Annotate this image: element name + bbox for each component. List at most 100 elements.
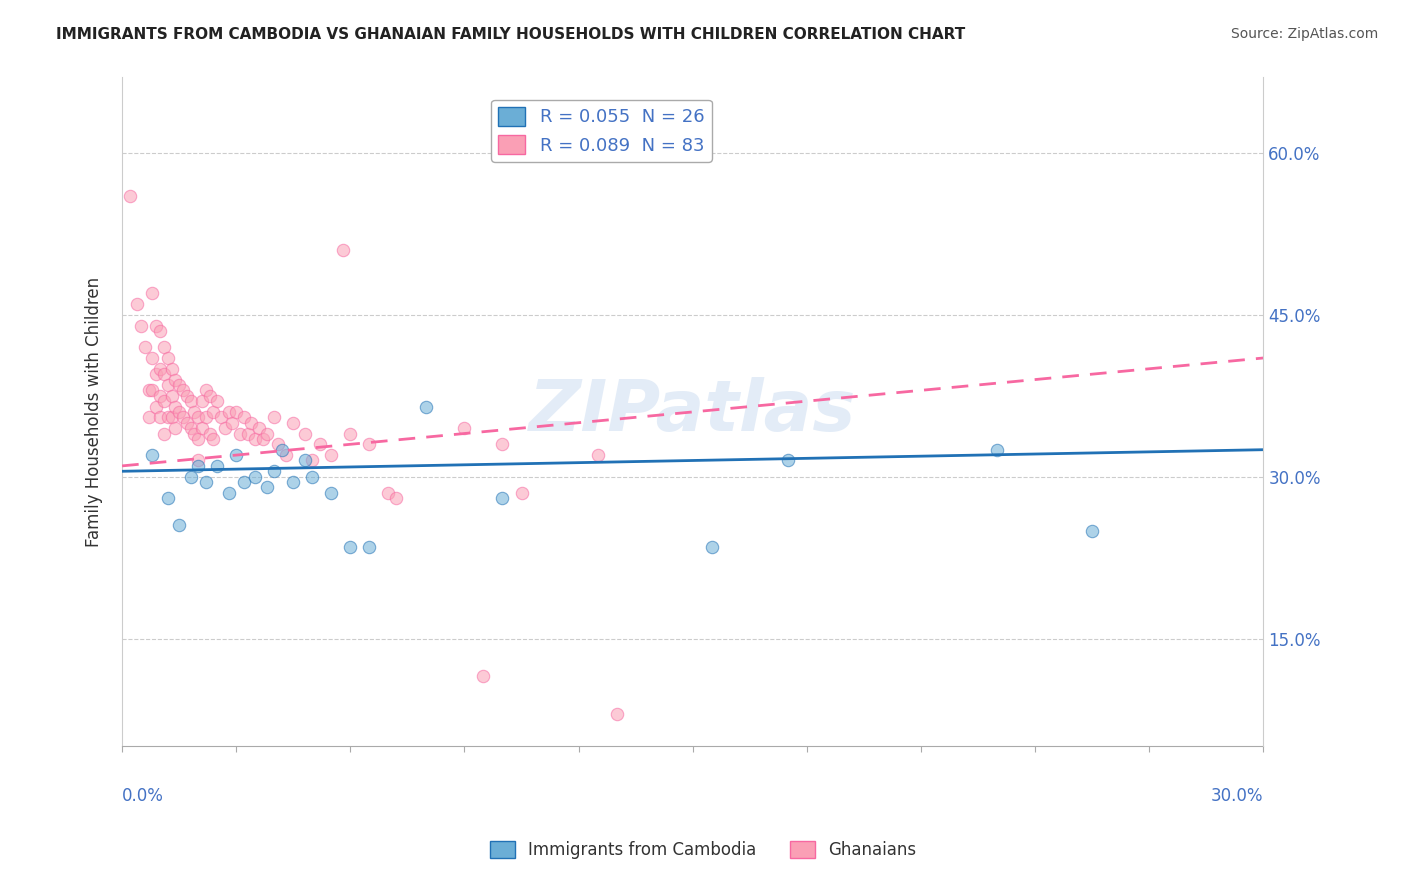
- Point: [453, 421, 475, 435]
- Point: [309, 437, 332, 451]
- Point: [167, 378, 190, 392]
- Point: [385, 491, 408, 506]
- Point: [247, 421, 270, 435]
- Point: [339, 426, 361, 441]
- Text: 0.0%: 0.0%: [122, 787, 165, 805]
- Point: [229, 426, 252, 441]
- Point: [194, 384, 217, 398]
- Point: [294, 453, 316, 467]
- Point: [236, 426, 259, 441]
- Point: [225, 448, 247, 462]
- Point: [134, 340, 156, 354]
- Point: [202, 405, 225, 419]
- Point: [187, 458, 209, 473]
- Point: [156, 491, 179, 506]
- Point: [187, 453, 209, 467]
- Point: [149, 324, 172, 338]
- Point: [165, 421, 187, 435]
- Point: [167, 405, 190, 419]
- Point: [141, 351, 163, 365]
- Point: [225, 405, 247, 419]
- Point: [160, 361, 183, 376]
- Text: IMMIGRANTS FROM CAMBODIA VS GHANAIAN FAMILY HOUSEHOLDS WITH CHILDREN CORRELATION: IMMIGRANTS FROM CAMBODIA VS GHANAIAN FAM…: [56, 27, 966, 42]
- Point: [214, 421, 236, 435]
- Point: [145, 400, 167, 414]
- Point: [180, 469, 202, 483]
- Point: [218, 486, 240, 500]
- Point: [339, 540, 361, 554]
- Point: [270, 442, 292, 457]
- Point: [153, 394, 176, 409]
- Point: [510, 486, 533, 500]
- Point: [156, 378, 179, 392]
- Point: [153, 340, 176, 354]
- Point: [321, 486, 343, 500]
- Point: [209, 410, 232, 425]
- Point: [332, 243, 354, 257]
- Point: [180, 421, 202, 435]
- Point: [149, 361, 172, 376]
- Point: [198, 389, 221, 403]
- Point: [156, 351, 179, 365]
- Legend: Immigrants from Cambodia, Ghanaians: Immigrants from Cambodia, Ghanaians: [484, 834, 922, 866]
- Point: [183, 405, 205, 419]
- Point: [606, 707, 628, 722]
- Point: [245, 432, 267, 446]
- Point: [256, 480, 278, 494]
- Point: [301, 469, 323, 483]
- Point: [194, 410, 217, 425]
- Point: [153, 426, 176, 441]
- Point: [263, 410, 285, 425]
- Point: [218, 405, 240, 419]
- Point: [172, 384, 194, 398]
- Text: 30.0%: 30.0%: [1211, 787, 1264, 805]
- Point: [172, 410, 194, 425]
- Point: [141, 384, 163, 398]
- Point: [165, 400, 187, 414]
- Point: [586, 448, 609, 462]
- Point: [415, 400, 437, 414]
- Point: [187, 410, 209, 425]
- Point: [160, 389, 183, 403]
- Point: [180, 394, 202, 409]
- Point: [232, 410, 254, 425]
- Point: [153, 367, 176, 381]
- Point: [191, 394, 214, 409]
- Point: [252, 432, 274, 446]
- Point: [127, 297, 149, 311]
- Point: [472, 669, 495, 683]
- Point: [160, 410, 183, 425]
- Point: [205, 394, 228, 409]
- Point: [321, 448, 343, 462]
- Point: [491, 491, 513, 506]
- Point: [156, 410, 179, 425]
- Point: [176, 389, 198, 403]
- Y-axis label: Family Households with Children: Family Households with Children: [86, 277, 103, 547]
- Point: [240, 416, 263, 430]
- Point: [377, 486, 399, 500]
- Point: [145, 318, 167, 333]
- Point: [138, 410, 160, 425]
- Point: [283, 475, 305, 489]
- Point: [232, 475, 254, 489]
- Point: [986, 442, 1008, 457]
- Point: [359, 540, 381, 554]
- Point: [145, 367, 167, 381]
- Point: [205, 458, 228, 473]
- Text: Source: ZipAtlas.com: Source: ZipAtlas.com: [1230, 27, 1378, 41]
- Point: [221, 416, 243, 430]
- Point: [141, 286, 163, 301]
- Point: [274, 448, 297, 462]
- Point: [283, 416, 305, 430]
- Legend: R = 0.055  N = 26, R = 0.089  N = 83: R = 0.055 N = 26, R = 0.089 N = 83: [491, 100, 711, 162]
- Point: [776, 453, 799, 467]
- Point: [491, 437, 513, 451]
- Point: [198, 426, 221, 441]
- Point: [183, 426, 205, 441]
- Point: [267, 437, 290, 451]
- Point: [129, 318, 152, 333]
- Point: [202, 432, 225, 446]
- Point: [301, 453, 323, 467]
- Point: [1081, 524, 1104, 538]
- Point: [138, 384, 160, 398]
